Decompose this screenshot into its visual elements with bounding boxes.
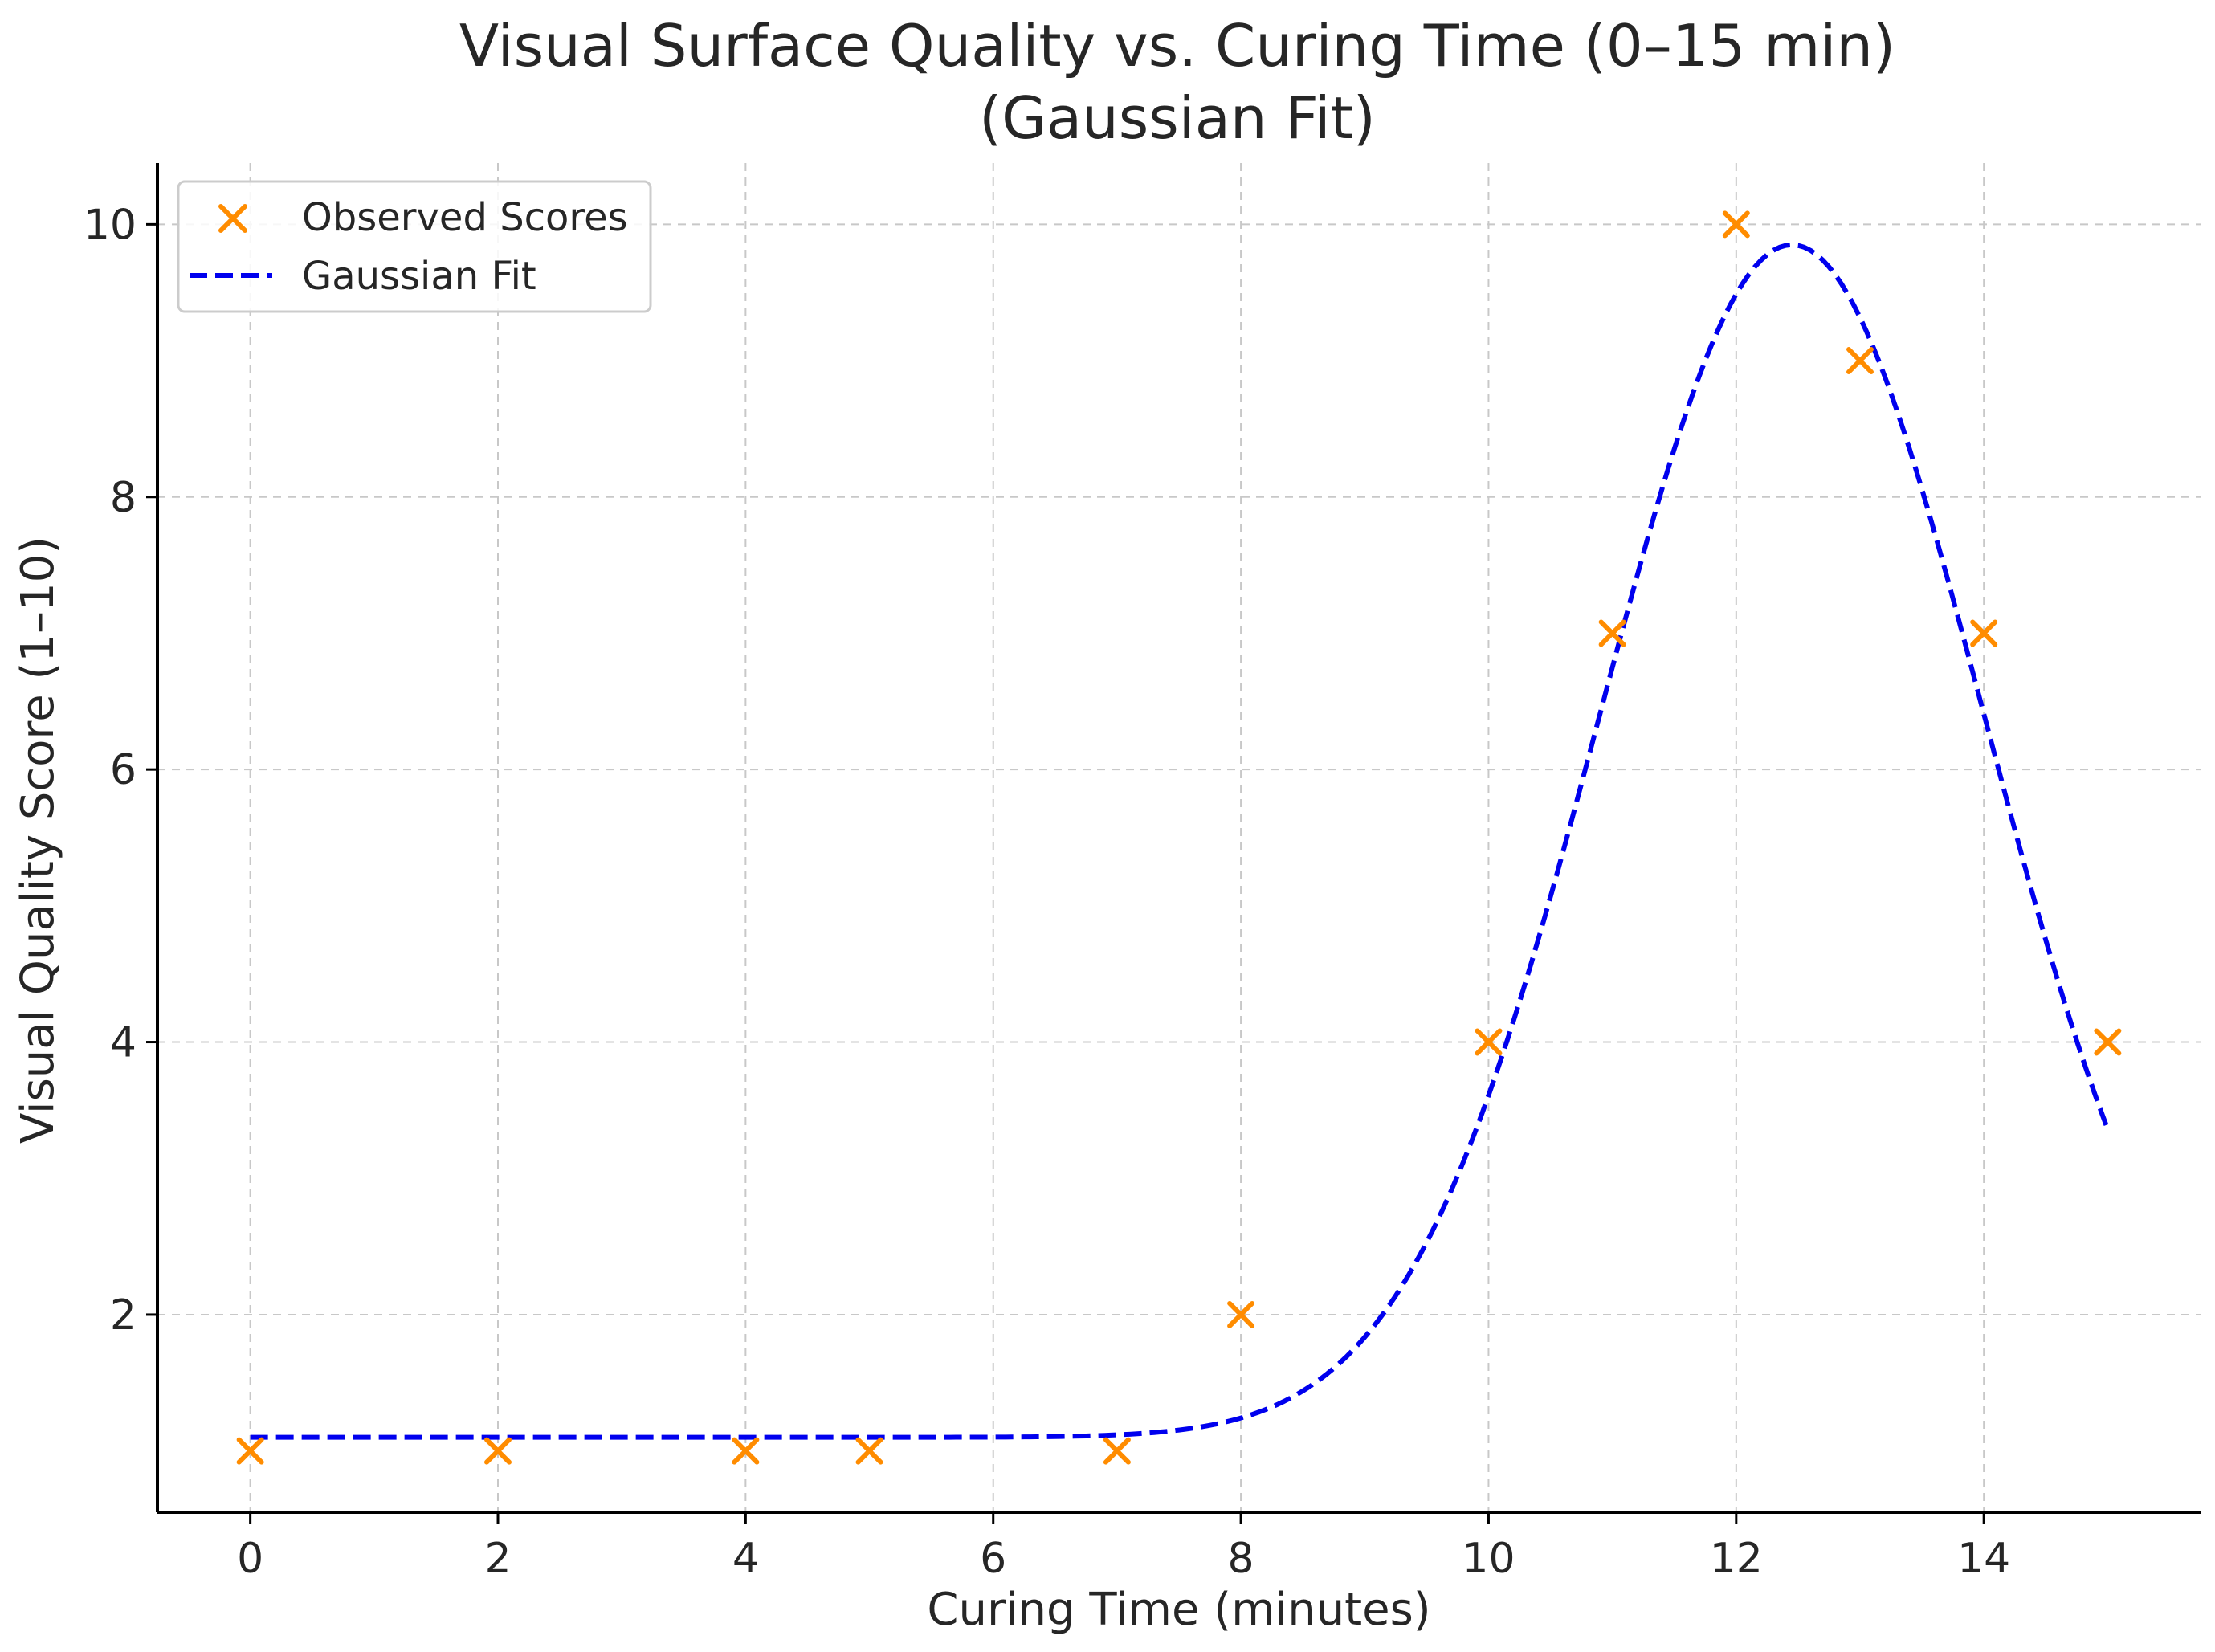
data-point: [1227, 1300, 1255, 1328]
x-tick-label: 0: [237, 1535, 263, 1583]
data-point: [1475, 1028, 1503, 1056]
x-tick-label: 14: [1957, 1535, 2010, 1583]
legend-label-gaussian-fit: Gaussian Fit: [302, 254, 536, 299]
x-tick-label: 6: [980, 1535, 1006, 1583]
legend-label-observed-scores: Observed Scores: [302, 195, 628, 240]
data-point: [732, 1437, 760, 1465]
x-tick-label: 12: [1710, 1535, 1763, 1583]
y-tick-label: 4: [110, 1019, 137, 1067]
x-tick-label: 4: [732, 1535, 759, 1583]
y-tick-label: 6: [110, 746, 137, 794]
data-point: [236, 1437, 264, 1465]
chart-title-line-1: Visual Surface Quality vs. Curing Time (…: [459, 12, 1895, 80]
observed-scores-series: [236, 210, 2122, 1465]
y-tick-label: 8: [110, 474, 137, 522]
chart-title-line-2: (Gaussian Fit): [979, 84, 1376, 152]
grid: [157, 163, 2201, 1512]
data-point: [484, 1437, 512, 1465]
data-point: [1970, 619, 1998, 647]
data-point: [1598, 619, 1626, 647]
x-tick-label: 8: [1228, 1535, 1254, 1583]
legend-scatter-marker: [218, 204, 247, 233]
data-point: [1722, 210, 1750, 239]
x-tick-label: 10: [1462, 1535, 1515, 1583]
legend-box: [177, 180, 652, 313]
legend: Observed Scores Gaussian Fit: [177, 180, 652, 313]
x-tick-label: 2: [484, 1535, 511, 1583]
y-axis-ticks: 2 4 6 8 10: [84, 201, 157, 1340]
data-point: [1846, 347, 1874, 375]
gaussian-fit-line: [250, 242, 2111, 1440]
data-point: [1103, 1437, 1131, 1465]
data-point: [855, 1437, 883, 1465]
y-tick-label: 10: [84, 201, 137, 249]
gaussian-fit-series: [250, 242, 2111, 1440]
x-axis-ticks: 0 2 4 6 8 10 12 14: [237, 1512, 2010, 1583]
x-axis-label: Curing Time (minutes): [927, 1584, 1430, 1636]
data-point: [2094, 1028, 2122, 1056]
y-tick-label: 2: [110, 1291, 137, 1340]
y-axis-label: Visual Quality Score (1–10): [12, 536, 64, 1144]
